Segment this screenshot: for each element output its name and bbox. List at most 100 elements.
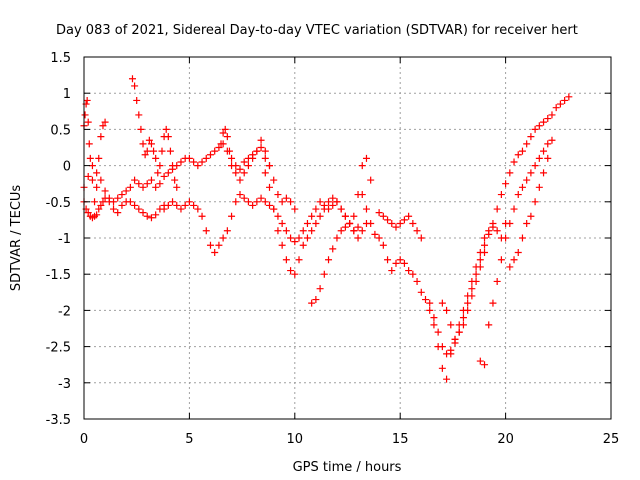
data-point-plus xyxy=(497,256,505,264)
data-point-plus xyxy=(202,154,210,162)
data-point-plus xyxy=(329,194,337,202)
data-point-plus xyxy=(287,198,295,206)
data-point-plus xyxy=(447,346,455,354)
data-point-plus xyxy=(101,187,109,195)
data-point-plus xyxy=(485,227,493,235)
data-point-plus xyxy=(350,212,358,220)
data-point-plus xyxy=(518,234,526,242)
data-point-plus xyxy=(447,321,455,329)
data-point-plus xyxy=(379,212,387,220)
data-point-plus xyxy=(472,263,480,271)
data-point-plus xyxy=(152,154,160,162)
data-point-plus xyxy=(154,169,162,177)
data-point-plus xyxy=(219,129,227,137)
data-point-plus xyxy=(392,223,400,231)
data-point-plus xyxy=(236,176,244,184)
data-point-plus xyxy=(350,227,358,235)
data-point-plus xyxy=(185,198,193,206)
y-tick-label: -2.5 xyxy=(46,341,71,356)
data-point-plus xyxy=(194,162,202,170)
data-point-plus xyxy=(535,122,543,130)
data-point-plus xyxy=(308,212,316,220)
data-point-plus xyxy=(430,314,438,322)
data-point-plus xyxy=(329,201,337,209)
data-point-plus xyxy=(282,256,290,264)
data-point-plus xyxy=(177,205,185,213)
data-point-plus xyxy=(481,234,489,242)
data-point-plus xyxy=(261,147,269,155)
data-point-plus xyxy=(459,314,467,322)
data-point-plus xyxy=(540,169,548,177)
data-point-plus xyxy=(434,328,442,336)
chart-title: Day 083 of 2021, Sidereal Day-to-day VTE… xyxy=(56,23,578,38)
data-point-plus xyxy=(152,183,160,191)
data-point-plus xyxy=(540,147,548,155)
data-point-plus xyxy=(228,212,236,220)
data-point-plus xyxy=(325,256,333,264)
y-tick-label: -1 xyxy=(58,232,71,247)
data-point-plus xyxy=(497,191,505,199)
data-point-plus xyxy=(531,198,539,206)
y-tick-label: 0 xyxy=(63,160,71,175)
data-point-plus xyxy=(97,176,105,184)
data-point-plus xyxy=(93,169,101,177)
data-point-plus xyxy=(510,158,518,166)
data-point-plus xyxy=(303,220,311,228)
data-point-plus xyxy=(409,220,417,228)
data-point-plus xyxy=(299,227,307,235)
data-point-plus xyxy=(95,205,103,213)
data-point-plus xyxy=(459,306,467,314)
data-point-plus xyxy=(308,227,316,235)
data-point-plus xyxy=(158,147,166,155)
data-point-plus xyxy=(426,306,434,314)
data-point-plus xyxy=(325,198,333,206)
data-point-plus xyxy=(443,350,451,358)
y-tick-label: -3 xyxy=(58,377,71,392)
data-point-plus xyxy=(244,198,252,206)
data-point-plus xyxy=(396,220,404,228)
data-point-plus xyxy=(118,191,126,199)
data-point-plus xyxy=(413,227,421,235)
data-point-plus xyxy=(88,162,96,170)
data-point-plus xyxy=(552,104,560,112)
data-point-plus xyxy=(185,154,193,162)
data-point-plus xyxy=(489,223,497,231)
data-point-plus xyxy=(282,227,290,235)
data-point-plus xyxy=(384,256,392,264)
data-point-plus xyxy=(514,151,522,159)
data-point-plus xyxy=(232,169,240,177)
y-tick-label: 0.5 xyxy=(50,123,71,138)
data-point-plus xyxy=(451,335,459,343)
data-point-plus xyxy=(105,194,113,202)
data-point-plus xyxy=(93,211,101,219)
data-point-plus xyxy=(438,364,446,372)
data-point-plus xyxy=(202,227,210,235)
data-point-plus xyxy=(291,238,299,246)
data-point-plus xyxy=(544,115,552,123)
data-point-plus xyxy=(476,357,484,365)
data-point-plus xyxy=(206,151,214,159)
data-point-plus xyxy=(95,154,103,162)
data-point-plus xyxy=(143,212,151,220)
data-point-plus xyxy=(535,154,543,162)
x-tick-label: 5 xyxy=(185,432,193,447)
y-tick-label: -2 xyxy=(58,304,71,319)
axis-ticks: 0 5 10 15 20 25 -3.5 -3 -2.5 -2 -1.5 -1 -0.5 0 0.5 1 1.5 xyxy=(46,51,620,447)
data-point-plus xyxy=(128,75,136,83)
data-point-plus xyxy=(316,285,324,293)
data-point-plus xyxy=(514,191,522,199)
data-point-plus xyxy=(217,140,225,148)
data-point-plus xyxy=(211,248,219,256)
data-point-plus xyxy=(257,144,265,151)
data-point-plus xyxy=(270,176,278,184)
data-point-plus xyxy=(523,220,531,228)
data-point-plus xyxy=(181,201,189,209)
data-point-plus xyxy=(139,183,147,191)
y-tick-label: -1.5 xyxy=(46,268,71,283)
data-point-plus xyxy=(405,212,413,220)
data-point-plus xyxy=(135,180,143,188)
data-point-plus xyxy=(531,162,539,170)
data-point-plus xyxy=(375,209,383,217)
data-point-plus xyxy=(362,154,370,162)
grid-lines xyxy=(84,57,611,419)
